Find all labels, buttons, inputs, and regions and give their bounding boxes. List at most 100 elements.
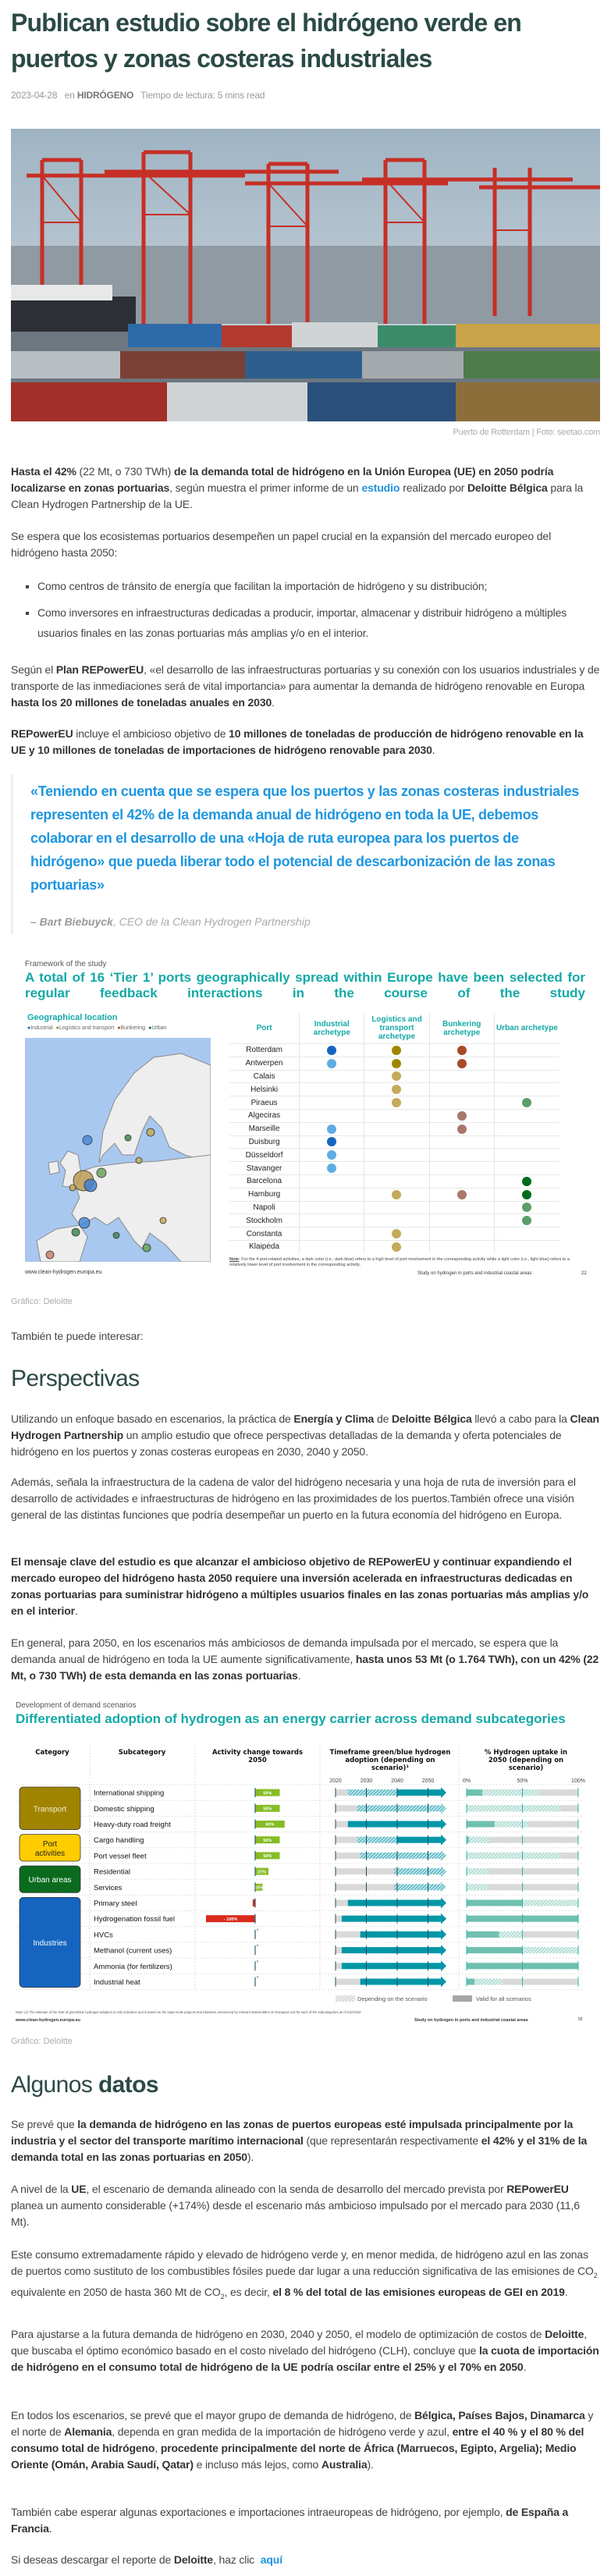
uptake-all-scenarios-bar	[467, 1899, 523, 1906]
timeframe-scenario-bar	[357, 1836, 397, 1843]
port-row: Helsinki	[229, 1082, 559, 1096]
article-meta: 2023-04-28 en HIDRÓGENO Tiempo de lectur…	[11, 90, 600, 101]
bold-text: la cuota de importación de hidrógeno en …	[11, 2344, 599, 2373]
timeframe-arrowhead	[441, 1897, 446, 1909]
year-tick-label: 2020	[329, 1778, 342, 1784]
uptake-scenario-bar	[467, 1805, 562, 1812]
timeframe-scenario-bar	[394, 1868, 441, 1875]
subcategory-label: Services	[94, 1884, 123, 1892]
category-link[interactable]: HIDRÓGENO	[76, 90, 134, 101]
subcategory-label: HVCs	[94, 1931, 113, 1939]
archetype-cell	[428, 1096, 494, 1109]
port-row: Düsseldorf	[229, 1148, 559, 1162]
port-row: Calais	[229, 1069, 559, 1083]
ports-table-header: Port Industrial archetype Logistics and …	[229, 1013, 559, 1043]
activity-bar	[255, 1867, 269, 1875]
industrial-low-dot	[327, 1058, 337, 1068]
figure2-footer: Study on hydrogen in ports and industria…	[414, 2018, 528, 2023]
port-row: Klaipėda	[229, 1239, 559, 1253]
timeframe-base	[336, 1868, 395, 1875]
inline-link[interactable]: aquí	[260, 2553, 282, 2566]
bold-text: el 42% y el 31% de la demanda total en l…	[11, 2134, 588, 2163]
europe-map	[25, 1038, 211, 1262]
archetype-cell	[364, 1083, 428, 1096]
archetype-cell	[493, 1070, 559, 1083]
bold-text: Deloitte	[545, 2328, 584, 2340]
col-urban: Urban archetype	[493, 1013, 559, 1043]
archetype-cell	[428, 1109, 494, 1122]
col-industrial: Industrial archetype	[299, 1013, 364, 1043]
bold-text: entre el 40 % y el 80 % del consumo tota…	[11, 2425, 584, 2454]
archetype-cell	[299, 1162, 364, 1174]
timeframe-all-scenarios-bar	[360, 1931, 441, 1938]
timeframe-base	[336, 1852, 361, 1859]
category-label: Urban areas	[28, 1876, 71, 1885]
port-name: Düsseldorf	[245, 1150, 283, 1160]
activity-label: 15%	[254, 1886, 263, 1891]
bold-text: hasta unos 53 Mt (o 1.764 TWh), con un 4…	[11, 1653, 599, 1682]
figure2-credit: Gráfico: Deloitte	[11, 2037, 73, 2046]
datos-paragraph-1: Se prevé que la demanda de hidrógeno en …	[11, 2118, 588, 2163]
archetype-cell	[493, 1057, 559, 1070]
archetype-cell	[493, 1096, 559, 1109]
header-activity: Activity change towards	[212, 1749, 303, 1757]
intro-paragraph-1: Hasta el 42% (22 Mt, o 730 TWh) de la de…	[11, 465, 584, 510]
port-name: Napoli	[253, 1203, 275, 1212]
figure1-credit: Gráfico: Deloitte	[11, 1297, 73, 1306]
logistics-low-dot	[392, 1229, 402, 1239]
bunkering-high-dot	[456, 1058, 467, 1068]
archetype-cell	[299, 1201, 364, 1214]
col-bunkering: Bunkering archetype	[428, 1013, 494, 1043]
archetype-cell	[364, 1162, 428, 1174]
port-name: Marseille	[248, 1125, 280, 1134]
bold-text: Hasta el 42%	[11, 465, 76, 478]
figure1-footer: Study on hydrogen in ports and industria…	[417, 1271, 532, 1276]
port-name: Stavanger	[246, 1164, 282, 1173]
category-box	[19, 1834, 81, 1862]
map-title: Geographical location	[27, 1013, 118, 1022]
archetype-cell	[364, 1122, 428, 1135]
archetype-cell	[299, 1083, 364, 1096]
port-name: Duisburg	[248, 1137, 280, 1146]
port-row: Antwerpen	[229, 1056, 559, 1070]
datos-paragraph-6: También cabe esperar algunas exportacion…	[11, 2506, 569, 2535]
demand-scenarios-chart: Category Subcategory Activity change towar…	[15, 1746, 585, 2023]
port-name: Piraeus	[250, 1098, 278, 1107]
uptake-scenario-bar	[467, 1868, 489, 1875]
archetype-cell	[299, 1214, 364, 1228]
timeframe-base	[336, 1947, 342, 1954]
bunkering-high-dot	[456, 1045, 467, 1055]
port-name: Calais	[253, 1071, 275, 1081]
inline-link[interactable]: estudio	[361, 481, 400, 494]
archetype-cell	[299, 1135, 364, 1149]
port-row: Rotterdam	[229, 1043, 559, 1057]
urban-high-dot	[522, 1189, 532, 1199]
industrial-low-dot	[327, 1150, 337, 1160]
archetype-cell	[299, 1149, 364, 1162]
perspectivas-paragraph-3: El mensaje clave del estudio es que alca…	[11, 1555, 589, 1617]
bold-text: REPowerEU	[506, 2183, 569, 2195]
logistics-high-dot	[392, 1045, 402, 1055]
article-title: Publican estudio sobre el hidrógeno verd…	[11, 9, 522, 73]
activity-bar	[255, 1883, 263, 1891]
archetype-cell	[364, 1096, 428, 1109]
bold-text: Alemania	[64, 2425, 112, 2438]
header-category: Category	[35, 1749, 69, 1757]
activity-label: 27%	[258, 1870, 266, 1874]
timeframe-arrowhead	[441, 1849, 446, 1861]
industrial-low-dot	[327, 1124, 337, 1134]
activity-label: 60%	[265, 1823, 274, 1828]
subcategory-label: Methanol (current uses)	[94, 1947, 172, 1956]
category-box	[19, 1896, 81, 1988]
bold-text: de España a Francia	[11, 2506, 569, 2535]
timeframe-arrowhead	[441, 1913, 446, 1924]
port-name: Stockholm	[246, 1216, 282, 1225]
datos-paragraph-4: Para ajustarse a la futura demanda de hi…	[11, 2328, 599, 2373]
timeframe-arrowhead	[441, 1881, 446, 1893]
archetype-cell	[493, 1109, 559, 1122]
timeframe-scenario-bar	[347, 1789, 397, 1796]
archetype-cell	[364, 1214, 428, 1228]
timeframe-arrowhead	[441, 1818, 446, 1830]
quote-author: – Bart Biebuyck	[30, 915, 113, 928]
port-row: Barcelona	[229, 1174, 559, 1188]
